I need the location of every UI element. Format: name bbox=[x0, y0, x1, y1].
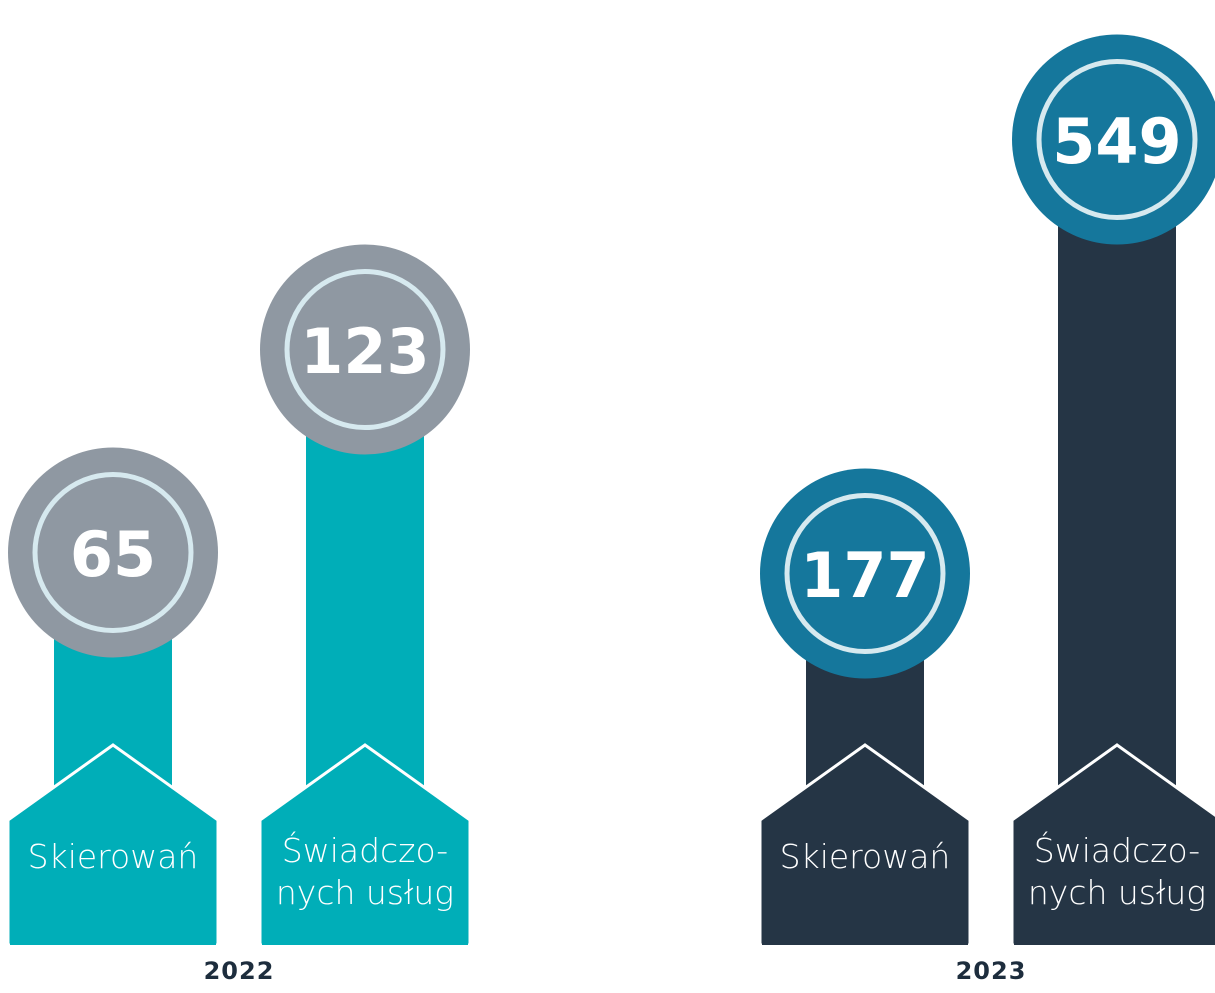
value-label: 177 bbox=[800, 539, 929, 612]
house-base bbox=[262, 822, 468, 945]
house-base bbox=[762, 822, 968, 945]
bar bbox=[1058, 139, 1176, 820]
value-label: 65 bbox=[70, 518, 156, 591]
value-marker bbox=[760, 468, 970, 679]
marker-ring bbox=[284, 269, 446, 430]
value-label: 549 bbox=[1052, 105, 1181, 178]
category-label: Skierowań bbox=[779, 837, 951, 876]
value-marker bbox=[260, 244, 470, 455]
category-label: Świadczo- nych usług bbox=[275, 831, 455, 912]
category-label: Świadczo- nych usług bbox=[1027, 831, 1207, 912]
house-base bbox=[1014, 822, 1215, 945]
marker-ring bbox=[784, 493, 946, 654]
marker-ring bbox=[32, 472, 194, 633]
marker-ring bbox=[1036, 59, 1198, 220]
house-base bbox=[10, 822, 216, 945]
value-marker bbox=[1012, 34, 1215, 245]
value-label: 123 bbox=[300, 315, 429, 388]
value-marker bbox=[8, 447, 218, 658]
year-label: 2022 bbox=[204, 957, 275, 985]
year-label: 2023 bbox=[956, 957, 1027, 985]
category-label: Skierowań bbox=[27, 837, 199, 876]
